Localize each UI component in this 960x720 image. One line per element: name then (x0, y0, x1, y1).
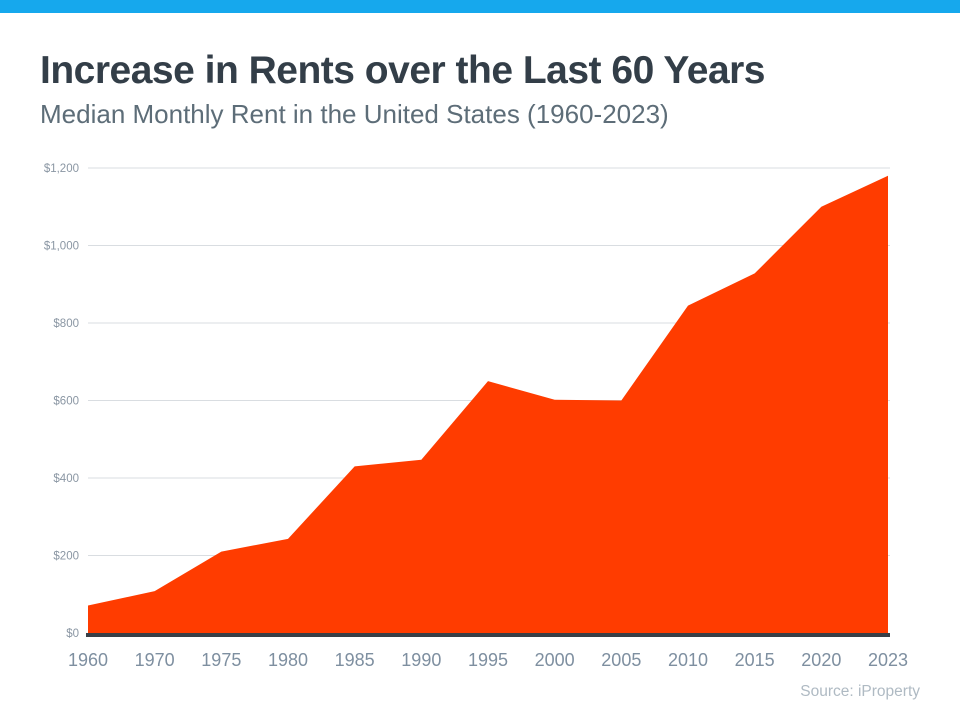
x-axis-tick-label: 2010 (668, 650, 708, 670)
x-axis-tick-label: 1985 (335, 650, 375, 670)
source-attribution: Source: iProperty (800, 683, 920, 700)
x-axis-tick-label: 1960 (68, 650, 108, 670)
x-axis-tick-label: 1980 (268, 650, 308, 670)
x-axis-tick-label: 1995 (468, 650, 508, 670)
y-axis-tick-label: $1,000 (44, 241, 79, 253)
rent-area-chart: $0 $200 $400 $600 $800 $1,000 $1,200 1960 1970 19… (44, 163, 908, 670)
page-subtitle: Median Monthly Rent in the United States… (40, 99, 669, 129)
x-axis-tick-label: 2015 (735, 650, 775, 670)
x-axis-tick-label: 2023 (868, 650, 908, 670)
y-axis-tick-label: $0 (66, 628, 79, 640)
page-title: Increase in Rents over the Last 60 Years (40, 49, 766, 92)
top-accent-bar (0, 0, 960, 13)
y-axis-tick-label: $800 (53, 318, 79, 330)
y-axis-tick-label: $200 (53, 551, 79, 563)
x-axis-tick-label: 1975 (201, 650, 241, 670)
x-axis-tick-label: 2020 (801, 650, 841, 670)
x-axis-tick-label: 2000 (535, 650, 575, 670)
y-axis-tick-label: $1,200 (44, 163, 79, 175)
x-axis-tick-label: 1970 (135, 650, 175, 670)
y-axis-tick-label: $600 (53, 396, 79, 408)
rent-area-series (88, 175, 888, 633)
x-axis-tick-label: 2005 (601, 650, 641, 670)
x-axis-tick-label: 1990 (401, 650, 441, 670)
y-axis-tick-label: $400 (53, 473, 79, 485)
